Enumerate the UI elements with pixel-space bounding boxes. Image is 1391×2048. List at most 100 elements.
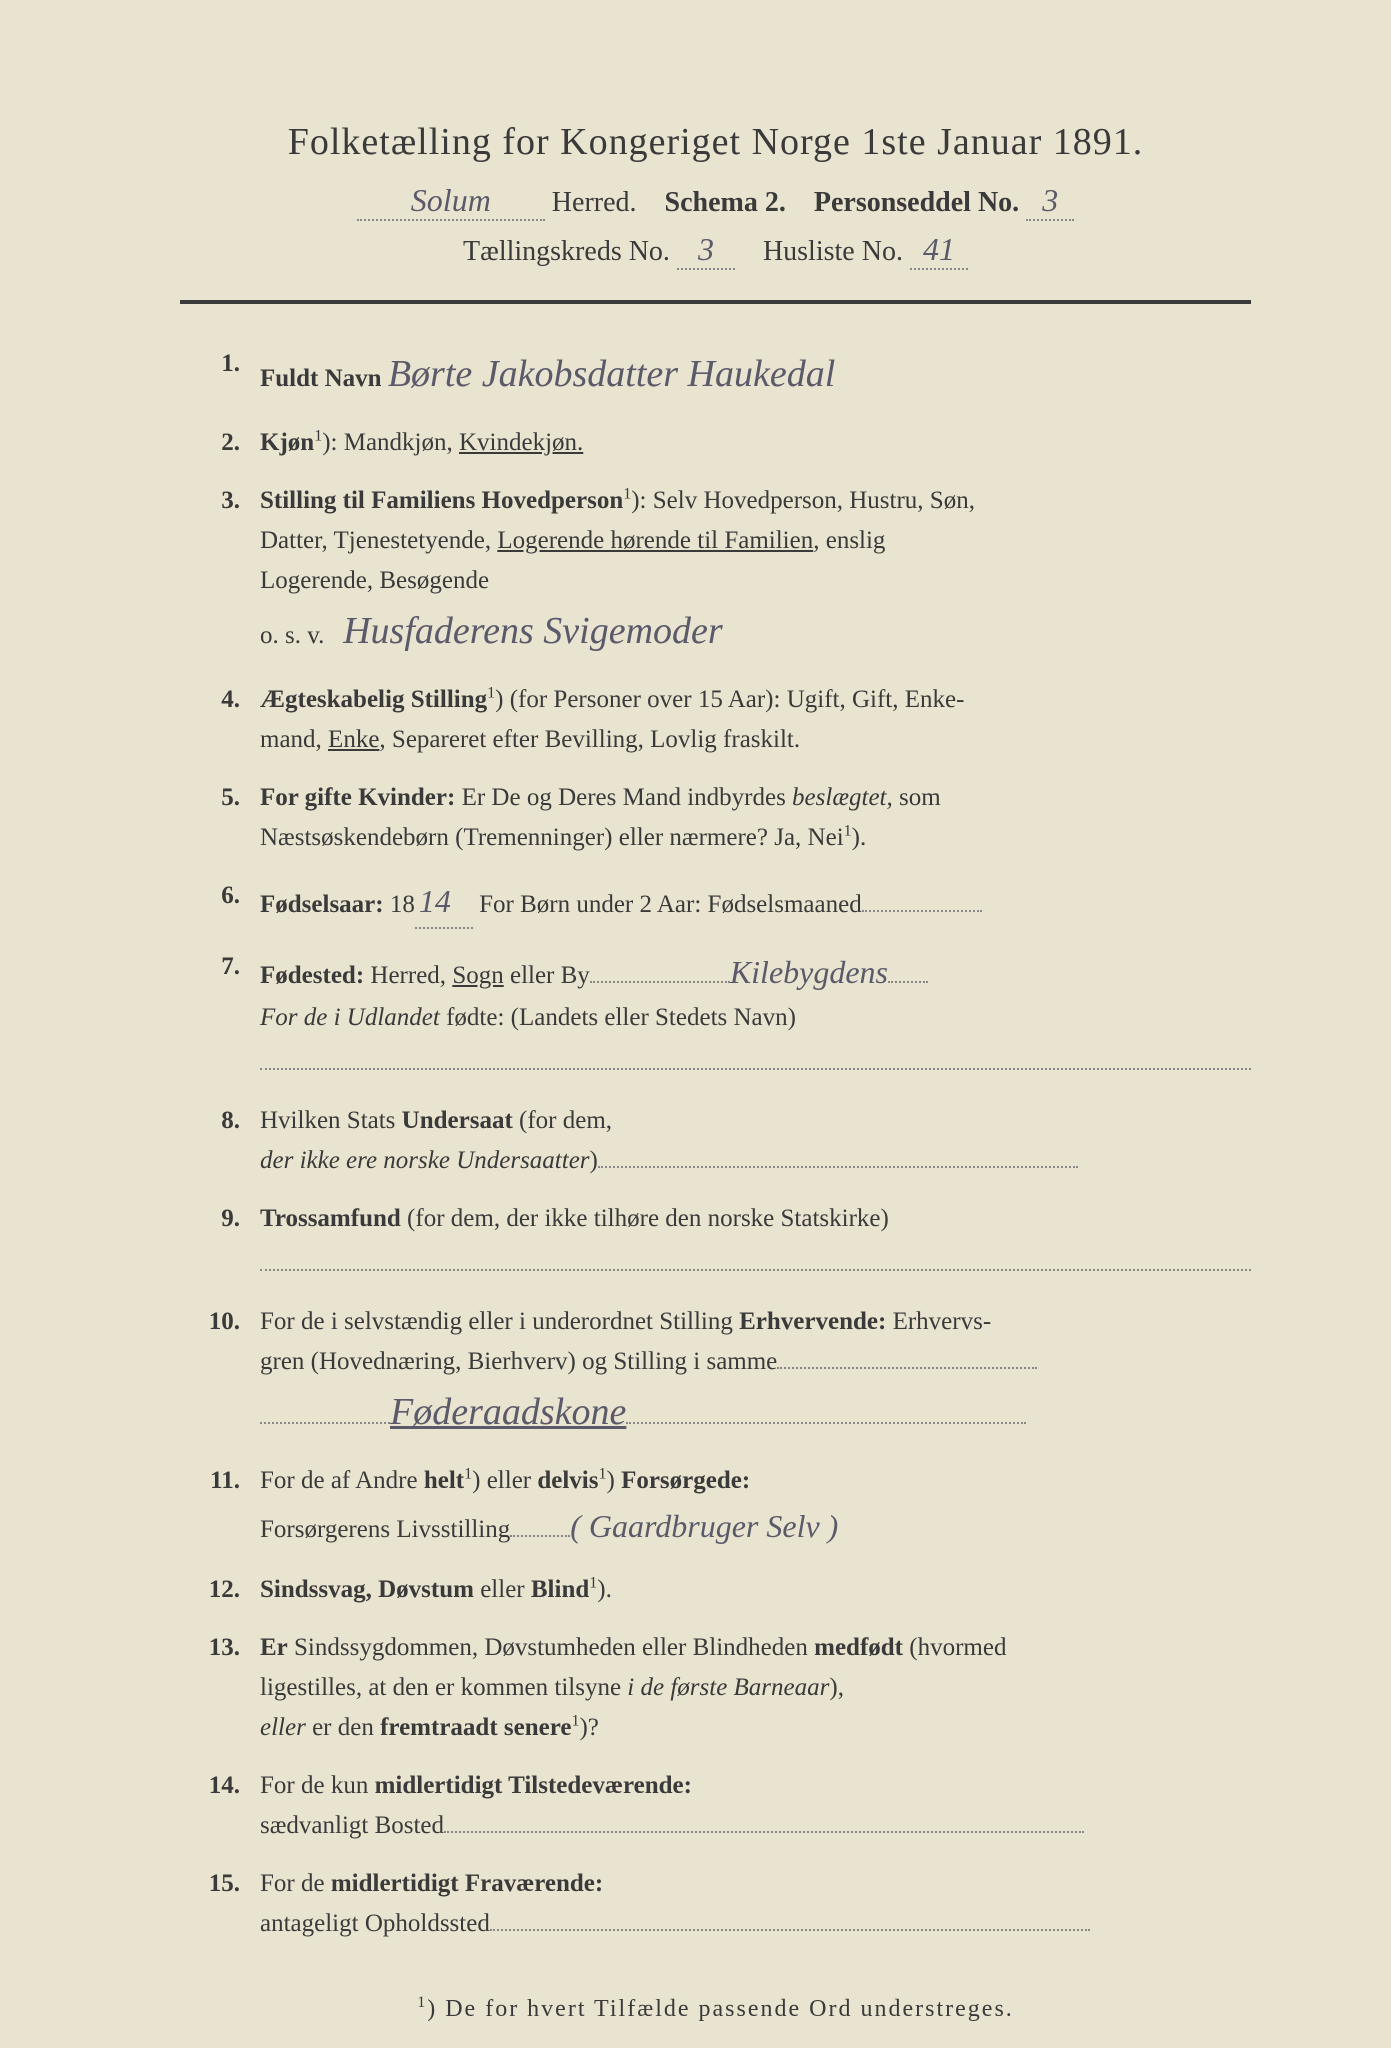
- item-3: 3. Stilling til Familiens Hovedperson1):…: [180, 481, 1251, 662]
- item-12-b1: Sindssvag, Døvstum: [260, 1576, 474, 1603]
- item-14-line2: sædvanligt Bosted: [260, 1812, 444, 1839]
- item-12-text: eller: [474, 1576, 531, 1603]
- item-3-label: Stilling til Familiens Hovedperson: [260, 487, 623, 514]
- item-4: 4. Ægteskabelig Stilling1) (for Personer…: [180, 680, 1251, 760]
- item-11-b3: Forsørgede:: [621, 1467, 750, 1494]
- item-13-l3t: er den: [306, 1714, 380, 1741]
- item-10-dots3: [626, 1422, 1026, 1424]
- item-6-num: 6.: [180, 876, 260, 929]
- item-8-italic: der ikke ere norske Undersaatter: [260, 1147, 590, 1174]
- item-6-t2: For Børn under 2 Aar: Fødselsmaaned: [473, 891, 862, 918]
- item-7-line2-italic: For de i Udlandet: [260, 1004, 440, 1031]
- item-3-selected: Logerende hørende til Familien: [497, 527, 813, 554]
- item-7-t1: Herred,: [364, 962, 452, 989]
- item-9-text: (for dem, der ikke tilhøre den norske St…: [401, 1205, 889, 1232]
- item-10-dots: [777, 1367, 1037, 1369]
- item-5-italic: beslægtet,: [792, 784, 893, 811]
- item-11-line2-label: Forsørgerens Livsstilling: [260, 1516, 510, 1543]
- item-7-blank-line: [260, 1068, 1251, 1070]
- item-11-dots: [510, 1535, 570, 1537]
- item-9-label: Trossamfund: [260, 1205, 401, 1232]
- item-10-dots2: [260, 1422, 390, 1424]
- item-12-b2: Blind: [531, 1576, 589, 1603]
- item-2: 2. Kjøn1): Mandkjøn, Kvindekjøn.: [180, 423, 1251, 463]
- item-15-line2: antageligt Opholdssted: [260, 1910, 490, 1937]
- item-12-end: ).: [597, 1576, 612, 1603]
- census-form-page: Folketælling for Kongeriget Norge 1ste J…: [0, 0, 1391, 2048]
- item-2-num: 2.: [180, 423, 260, 463]
- item-5-line2: Næstsøskendebørn (Tremenninger) eller næ…: [260, 824, 844, 851]
- item-3-osv: o. s. v.: [260, 622, 324, 649]
- item-5: 5. For gifte Kvinder: Er De og Deres Man…: [180, 778, 1251, 858]
- item-14-blank: [444, 1831, 1084, 1833]
- item-4-num: 4.: [180, 680, 260, 760]
- item-13-l2a: ligestilles, at den er kommen tilsyne: [260, 1674, 627, 1701]
- item-3-line3: Logerende, Besøgende: [260, 567, 489, 594]
- occupation-value: Føderaadskone: [390, 1391, 626, 1433]
- schema-label: Schema 2.: [665, 187, 786, 218]
- birth-month-blank: [862, 910, 982, 912]
- item-4-sup: 1: [487, 684, 495, 701]
- full-name-value: Børte Jakobsdatter Haukedal: [388, 353, 835, 395]
- item-7-num: 7.: [180, 947, 260, 1083]
- kreds-value: 3: [677, 231, 735, 270]
- item-3-num: 3.: [180, 481, 260, 662]
- item-2-text: ): Mandkjøn,: [322, 429, 459, 456]
- item-11-t1: For de af Andre: [260, 1467, 424, 1494]
- kreds-label: Tællingskreds No.: [463, 236, 670, 267]
- item-13-b1: Er: [260, 1634, 288, 1661]
- item-10: 10. For de i selvstændig eller i underor…: [180, 1302, 1251, 1443]
- item-7: 7. Fødested: Herred, Sogn eller By Kileby…: [180, 947, 1251, 1083]
- footnote: 1) De for hvert Tilfælde passende Ord un…: [180, 1994, 1251, 2023]
- personseddel-value: 3: [1026, 182, 1074, 221]
- item-8-bold: Undersaat: [402, 1107, 513, 1134]
- item-11-t3: ): [606, 1467, 621, 1494]
- item-2-label: Kjøn: [260, 429, 314, 456]
- item-4-label: Ægteskabelig Stilling: [260, 686, 487, 713]
- husliste-label: Husliste No.: [763, 236, 903, 267]
- item-5-t2: som: [893, 784, 941, 811]
- divider: [180, 300, 1251, 304]
- item-5-end: ).: [852, 824, 867, 851]
- item-9-num: 9.: [180, 1199, 260, 1284]
- item-7-selected: Sogn: [452, 962, 503, 989]
- provider-value: ( Gaardbruger Selv ): [570, 1508, 838, 1544]
- item-12-num: 12.: [180, 1570, 260, 1610]
- item-14-bold: midlertidigt Tilstedeværende:: [375, 1772, 692, 1799]
- item-1: 1. Fuldt Navn Børte Jakobsdatter Haukeda…: [180, 344, 1251, 405]
- item-4-selected: Enke: [328, 726, 379, 753]
- item-3-line1: ): Selv Hovedperson, Hustru, Søn,: [631, 487, 975, 514]
- item-11-b2: delvis: [537, 1467, 598, 1494]
- item-13-l2b: ),: [829, 1674, 844, 1701]
- item-1-num: 1.: [180, 344, 260, 405]
- item-4-line2b: , Separeret efter Bevilling, Lovlig fras…: [379, 726, 800, 753]
- item-8-t2: (for dem,: [513, 1107, 612, 1134]
- item-8: 8. Hvilken Stats Undersaat (for dem, der…: [180, 1101, 1251, 1181]
- item-7-dots2: [888, 981, 928, 983]
- item-9-blank: [260, 1269, 1251, 1271]
- item-11-b1: helt: [424, 1467, 464, 1494]
- herred-value: Solum: [357, 182, 545, 221]
- item-13-t2: (hvormed: [903, 1634, 1006, 1661]
- item-13: 13. Er Sindssygdommen, Døvstumheden elle…: [180, 1628, 1251, 1748]
- footnote-sup: 1: [417, 1994, 427, 2011]
- item-15-bold: midlertidigt Fraværende:: [331, 1870, 603, 1897]
- header-line-2: Tællingskreds No. 3 Husliste No. 41: [180, 231, 1251, 270]
- item-3-line2b: , enslig: [813, 527, 885, 554]
- item-15-num: 15.: [180, 1864, 260, 1944]
- item-9: 9. Trossamfund (for dem, der ikke tilhør…: [180, 1199, 1251, 1284]
- item-8-num: 8.: [180, 1101, 260, 1181]
- item-10-t2: Erhvervs-: [886, 1308, 991, 1335]
- item-7-t2: eller By: [504, 962, 590, 989]
- item-15-blank: [490, 1929, 1090, 1931]
- item-8-paren: ): [590, 1147, 598, 1174]
- item-5-label: For gifte Kvinder:: [260, 784, 455, 811]
- item-8-blank: [598, 1166, 1078, 1168]
- item-13-l2i: i de første Barneaar: [627, 1674, 829, 1701]
- herred-label: Herred.: [552, 187, 637, 218]
- birthplace-value: Kilebygdens: [730, 954, 888, 990]
- footnote-text: ) De for hvert Tilfælde passende Ord und…: [427, 1996, 1014, 2022]
- item-11-t2: ) eller: [472, 1467, 537, 1494]
- item-7-label: Fødested:: [260, 962, 364, 989]
- item-13-l3b: fremtraadt senere: [380, 1714, 571, 1741]
